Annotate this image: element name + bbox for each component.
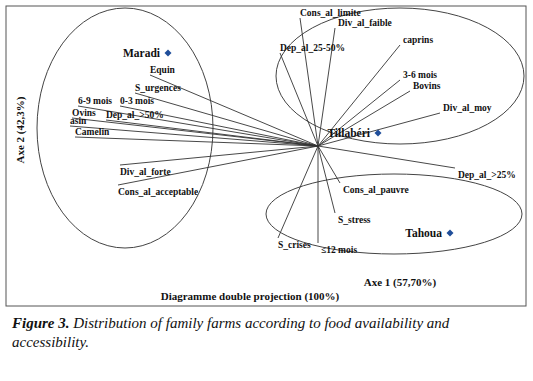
vector-label: Dep_al_>25% — [458, 170, 516, 180]
vector-label: Div_al_moy — [443, 103, 492, 113]
vector-label: S_crises — [278, 240, 311, 250]
vector-label: Cons_al_pauvre — [343, 185, 409, 195]
caption-label: Figure 3. — [12, 315, 70, 331]
variable-vector — [120, 146, 318, 165]
region-point — [447, 230, 454, 237]
variable-vector — [72, 118, 318, 146]
vector-label: Bovins — [413, 81, 441, 91]
region-label: Tahoua — [405, 227, 442, 239]
variable-vector — [318, 45, 400, 146]
variable-vector — [300, 18, 318, 146]
vector-label: Dep_al_>50% — [106, 110, 164, 120]
plot-frame — [6, 6, 526, 306]
vector-label: Equin — [150, 65, 176, 75]
vector-label: Cons_al_limite — [300, 8, 361, 18]
region-point — [375, 130, 382, 137]
vector-label: S_urgences — [135, 83, 181, 93]
variable-vector — [318, 91, 410, 146]
variable-vector — [78, 106, 318, 146]
variable-vector — [318, 146, 455, 168]
vector-label: 0-3 mois — [120, 96, 154, 106]
variable-vector — [118, 146, 318, 185]
vector-label: Dep_al_25-50% — [280, 43, 345, 53]
caption: Figure 3. Distribution of family farms a… — [12, 314, 527, 352]
group-ellipse — [37, 8, 213, 248]
variable-vector — [318, 80, 400, 146]
variable-vector — [280, 53, 318, 146]
variable-vector — [318, 146, 335, 213]
variable-vector — [75, 137, 318, 146]
region-point — [165, 50, 172, 57]
variable-vector — [278, 146, 318, 238]
group-ellipse — [266, 174, 522, 254]
y-axis-label: Axe 2 (42,3%) — [14, 96, 27, 163]
x-axis-label: Axe 1 (57,70%) — [364, 276, 437, 289]
variable-vector — [318, 113, 440, 146]
vector-label: Div_al_forte — [120, 167, 171, 177]
caption-text: Distribution of family farms according t… — [12, 315, 449, 350]
subtitle: Diagramme double projection (100%) — [161, 290, 340, 303]
vector-label: 3-6 mois — [403, 70, 437, 80]
variable-vector — [318, 146, 319, 243]
vector-label: asin — [70, 116, 87, 126]
plot-area — [37, 8, 524, 254]
vector-label: Div_al_faible — [338, 18, 392, 28]
region-label: Maradi — [123, 47, 161, 59]
vector-label: ≤12 mois — [321, 245, 357, 255]
vector-label: S_stress — [338, 215, 371, 225]
region-label: Tillabéri — [327, 127, 370, 139]
vector-label: caprins — [403, 35, 433, 45]
variable-vector — [318, 146, 340, 183]
variable-vector — [70, 126, 318, 146]
vector-label: Cons_al_acceptable — [118, 187, 198, 197]
vector-label: Camelin — [75, 127, 110, 137]
vector-label: 6-9 mois — [78, 96, 112, 106]
